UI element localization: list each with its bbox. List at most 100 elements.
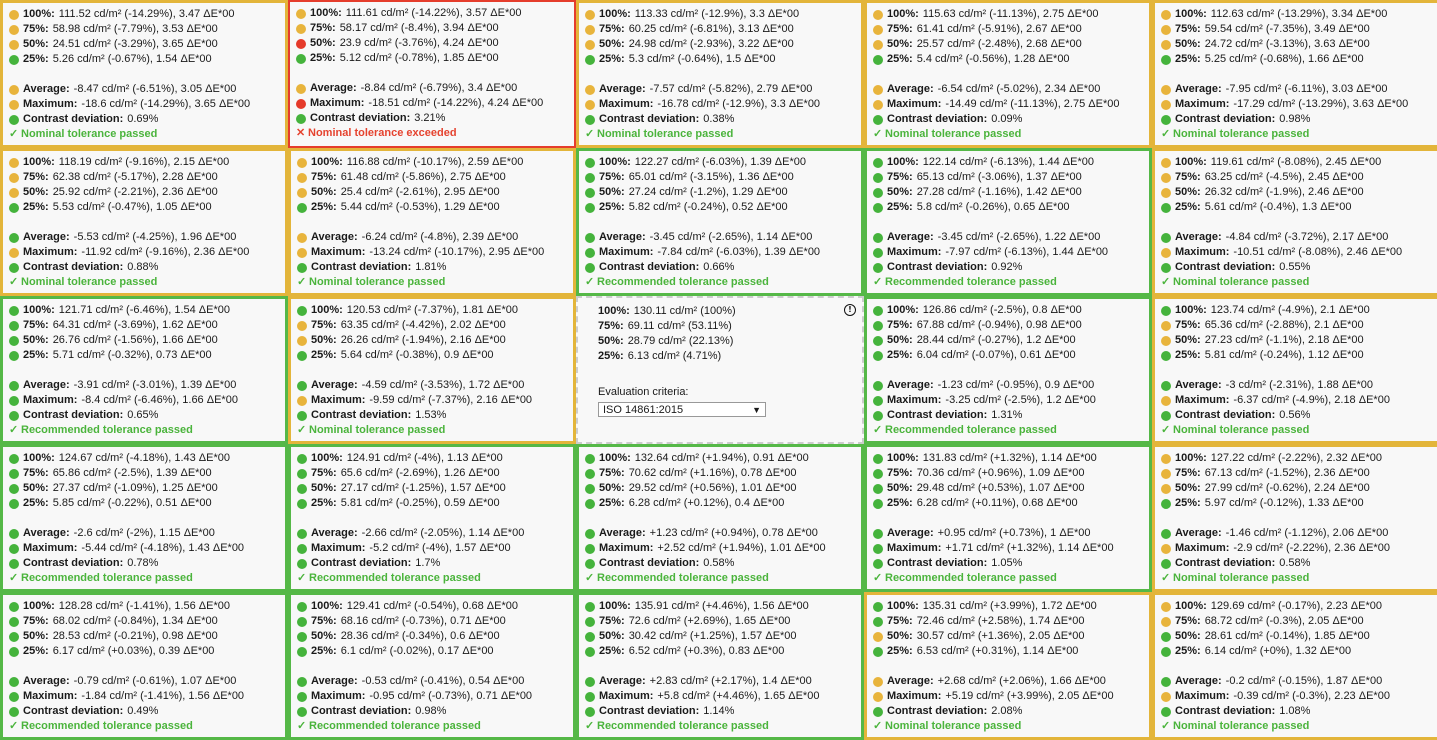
measurement-value: -1.23 cd/m² (-0.95%), 0.9 ΔE*00	[937, 379, 1095, 391]
measurement-row: Average: -2.66 cd/m² (-2.05%), 1.14 ΔE*00	[297, 526, 569, 541]
measurement-value: 116.88 cd/m² (-10.17%), 2.59 ΔE*00	[346, 156, 524, 168]
status-dot-icon	[873, 99, 883, 110]
measurement-value: 128.28 cd/m² (-1.41%), 1.56 ΔE*00	[58, 600, 231, 612]
measurement-label: 100%:	[311, 452, 343, 464]
measurement-row: 50%: 27.24 cd/m² (-1.2%), 1.29 ΔE*00	[585, 185, 857, 200]
measurement-value: 0.88%	[127, 261, 159, 273]
tolerance-status: ✓ Recommended tolerance passed	[9, 571, 281, 586]
measurement-cell: 100%: 122.14 cd/m² (-6.13%), 1.44 ΔE*00 75…	[864, 148, 1152, 296]
measurement-label: 75%:	[1175, 171, 1201, 183]
tolerance-status-text: Recommended tolerance passed	[21, 572, 193, 584]
status-dot-icon	[585, 676, 595, 687]
measurement-value: 65.86 cd/m² (-2.5%), 1.39 ΔE*00	[52, 467, 212, 479]
measurement-value: 124.91 cd/m² (-4%), 1.13 ΔE*00	[346, 452, 503, 464]
dropdown-arrow-icon[interactable]: ▼	[752, 404, 761, 415]
measurement-value: 5.26 cd/m² (-0.67%), 1.54 ΔE*00	[52, 53, 212, 65]
status-dot-icon	[9, 543, 19, 554]
tolerance-status: ✓ Nominal tolerance passed	[1161, 571, 1433, 586]
status-dot-icon	[297, 320, 307, 331]
measurement-value: 27.24 cd/m² (-1.2%), 1.29 ΔE*00	[628, 186, 788, 198]
measurement-label: 25%:	[1175, 645, 1201, 657]
measurement-cell: 100%: 116.88 cd/m² (-10.17%), 2.59 ΔE*00 7…	[288, 148, 576, 296]
check-icon: ✓	[873, 276, 883, 288]
measurement-label: Maximum:	[1175, 542, 1230, 554]
measurement-value: +5.8 cd/m² (+4.46%), 1.65 ΔE*00	[657, 690, 820, 702]
measurement-row: Contrast deviation: 1.31%	[873, 408, 1145, 423]
measurement-label: 75%:	[23, 615, 49, 627]
measurement-row: 75%: 68.02 cd/m² (-0.84%), 1.34 ΔE*00	[9, 614, 281, 629]
measurement-label: Maximum:	[311, 690, 366, 702]
measurement-label: Contrast deviation:	[1175, 557, 1276, 569]
measurement-label: Contrast deviation:	[887, 113, 988, 125]
status-dot-icon	[585, 616, 595, 627]
measurement-label: 25%:	[1175, 349, 1201, 361]
measurement-value: 5.44 cd/m² (-0.53%), 1.29 ΔE*00	[340, 201, 500, 213]
measurement-row: Contrast deviation: 0.38%	[585, 112, 857, 127]
status-dot-icon	[1161, 335, 1171, 346]
measurement-value: 64.31 cd/m² (-3.69%), 1.62 ΔE*00	[52, 319, 218, 331]
measurement-label: 100%:	[310, 7, 342, 19]
status-dot-icon	[9, 9, 19, 20]
measurement-value: 1.31%	[991, 409, 1023, 421]
status-dot-icon	[1161, 247, 1171, 258]
spacer	[585, 215, 857, 230]
spacer	[9, 363, 281, 378]
evaluation-criteria-select[interactable]: ISO 14861:2015 ▼	[598, 402, 766, 417]
check-icon: ✓	[9, 720, 19, 732]
spacer	[9, 659, 281, 674]
measurement-value: -6.24 cd/m² (-4.8%), 2.39 ΔE*00	[361, 231, 519, 243]
status-dot-icon	[297, 631, 307, 642]
status-dot-icon	[1161, 262, 1171, 273]
measurement-value: 115.63 cd/m² (-11.13%), 2.75 ΔE*00	[922, 8, 1099, 20]
check-icon: ✓	[297, 424, 307, 436]
measurement-row: 50%: 25.92 cd/m² (-2.21%), 2.36 ΔE*00	[9, 185, 281, 200]
status-dot-icon	[9, 157, 19, 168]
measurement-label: Average:	[599, 231, 646, 243]
measurement-row: 50%: 28.53 cd/m² (-0.21%), 0.98 ΔE*00	[9, 629, 281, 644]
measurement-row: 100%: 129.41 cd/m² (-0.54%), 0.68 ΔE*00	[297, 599, 569, 614]
tolerance-status: ✓ Nominal tolerance passed	[1161, 127, 1433, 142]
status-dot-icon	[9, 172, 19, 183]
check-icon: ✓	[9, 128, 19, 140]
status-dot-icon	[9, 114, 19, 125]
measurement-value: 58.98 cd/m² (-7.79%), 3.53 ΔE*00	[52, 23, 218, 35]
measurement-label: Contrast deviation:	[23, 409, 124, 421]
measurement-value: 5.97 cd/m² (-0.12%), 1.33 ΔE*00	[1204, 497, 1364, 509]
measurement-value: 124.67 cd/m² (-4.18%), 1.43 ΔE*00	[58, 452, 231, 464]
status-dot-icon	[873, 54, 883, 65]
measurement-label: 100%:	[311, 600, 343, 612]
measurement-label: 25%:	[1175, 497, 1201, 509]
measurement-row: Maximum: -3.25 cd/m² (-2.5%), 1.2 ΔE*00	[873, 393, 1145, 408]
spacer	[873, 215, 1145, 230]
reference-row: 100%: 130.11 cd/m² (100%)	[598, 304, 856, 319]
tolerance-status-text: Nominal tolerance passed	[1173, 424, 1310, 436]
status-dot-icon	[9, 410, 19, 421]
measurement-row: 100%: 131.83 cd/m² (+1.32%), 1.14 ΔE*00	[873, 451, 1145, 466]
measurement-label: Maximum:	[23, 542, 78, 554]
info-icon[interactable]: !	[844, 304, 856, 316]
status-dot-icon	[1161, 395, 1171, 406]
measurement-value: 0.38%	[703, 113, 735, 125]
measurement-value: 24.98 cd/m² (-2.93%), 3.22 ΔE*00	[628, 38, 794, 50]
status-dot-icon	[585, 202, 595, 213]
measurement-label: Contrast deviation:	[311, 557, 412, 569]
measurement-value: 119.61 cd/m² (-8.08%), 2.45 ΔE*00	[1210, 156, 1382, 168]
measurement-row: Contrast deviation: 0.65%	[9, 408, 281, 423]
measurement-value: 30.42 cd/m² (+1.25%), 1.57 ΔE*00	[628, 630, 797, 642]
measurement-value: +1.71 cd/m² (+1.32%), 1.14 ΔE*00	[945, 542, 1114, 554]
measurement-row: Contrast deviation: 1.53%	[297, 408, 569, 423]
measurement-value: 126.86 cd/m² (-2.5%), 0.8 ΔE*00	[922, 304, 1082, 316]
measurement-value: 0.56%	[1279, 409, 1311, 421]
measurement-row: Contrast deviation: 0.66%	[585, 260, 857, 275]
status-dot-icon	[1161, 706, 1171, 717]
measurement-row: 100%: 111.61 cd/m² (-14.22%), 3.57 ΔE*00	[296, 6, 570, 21]
measurement-row: 25%: 5.81 cd/m² (-0.25%), 0.59 ΔE*00	[297, 496, 569, 511]
measurement-value: +5.19 cd/m² (+3.99%), 2.05 ΔE*00	[945, 690, 1114, 702]
status-dot-icon	[9, 350, 19, 361]
measurement-value: -6.37 cd/m² (-4.9%), 2.18 ΔE*00	[1233, 394, 1390, 406]
status-dot-icon	[9, 54, 19, 65]
reference-value: 28.79 cd/m² (22.13%)	[627, 335, 734, 347]
spacer	[1161, 215, 1433, 230]
status-dot-icon	[9, 691, 19, 702]
measurement-value: 0.65%	[127, 409, 159, 421]
